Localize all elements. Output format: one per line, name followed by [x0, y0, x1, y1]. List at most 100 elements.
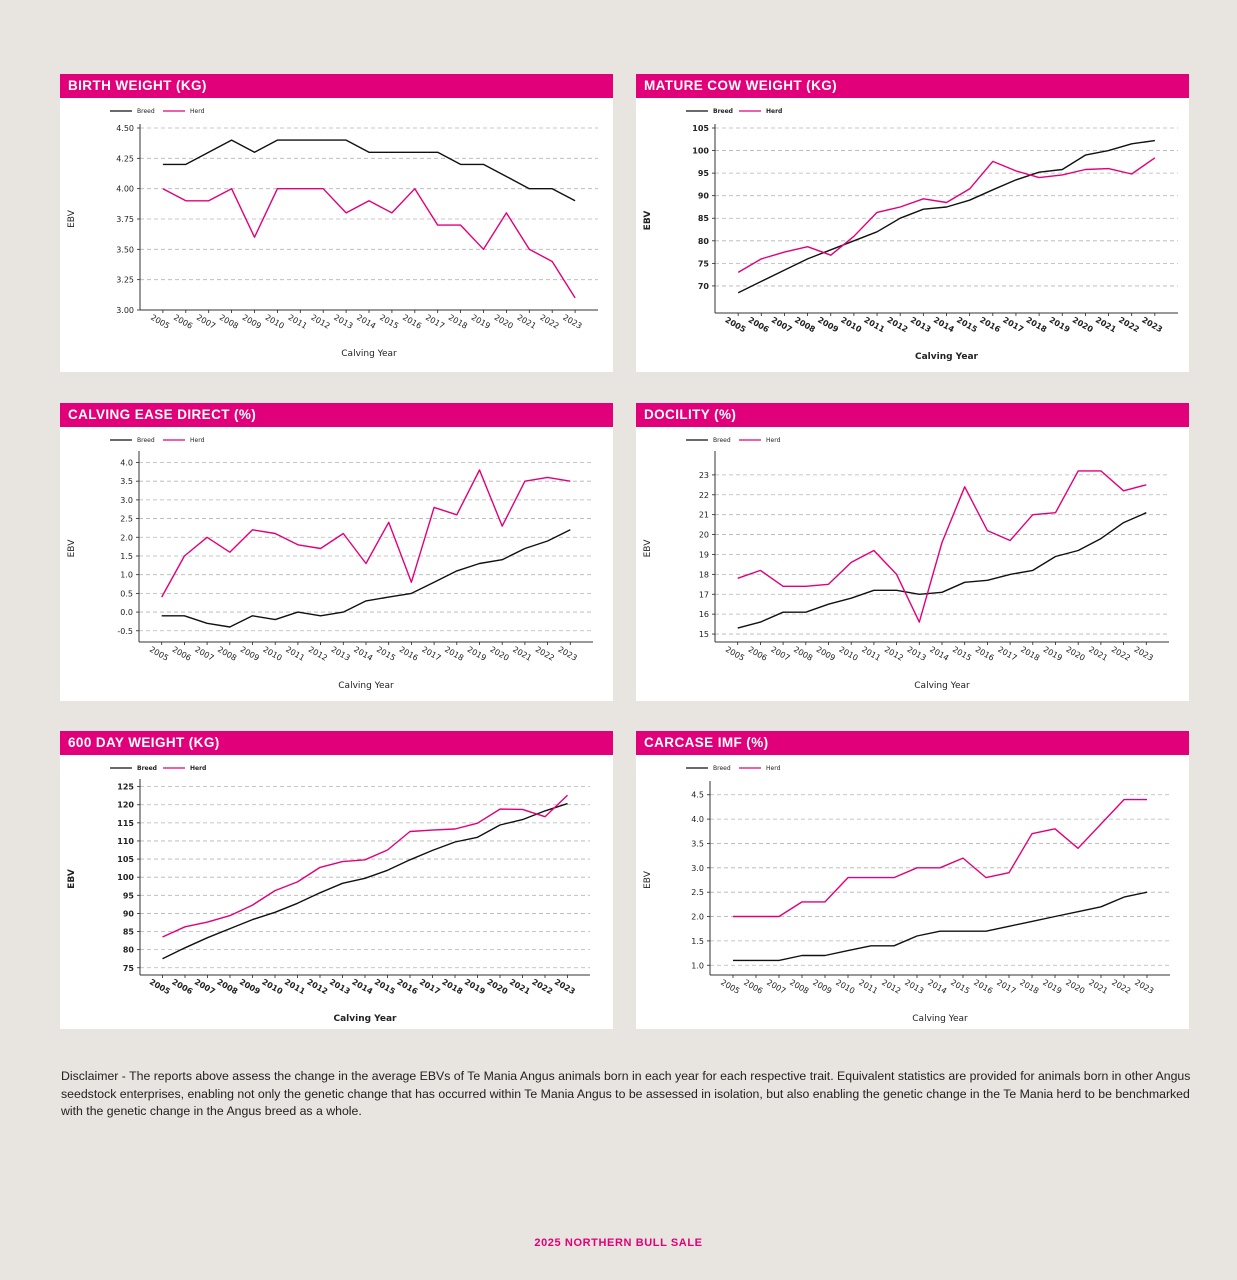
x-tick-label: 2010	[839, 315, 863, 334]
x-tick-label: 2022	[1110, 978, 1132, 996]
y-tick-label: 95	[123, 891, 135, 900]
x-axis-label: Calving Year	[912, 1014, 968, 1024]
x-tick-label: 2016	[398, 645, 420, 663]
y-tick-label: 90	[698, 192, 710, 201]
legend-herd-label: Herd	[190, 765, 206, 772]
chart-panel-calving-ease-direct: CALVING EASE DIRECT (%) Breed Herd 4.0 3.5 3…	[60, 403, 613, 701]
x-tick-label: 2016	[972, 978, 994, 996]
chart-svg-birth-weight: Breed Herd 4.50 4.25 4.00 3.75 3.50 3.25 3.00 200…	[67, 108, 598, 359]
chart-legend: Breed Herd	[686, 108, 782, 115]
x-tick-label: 2014	[352, 645, 374, 663]
x-tick-label: 2005	[148, 645, 170, 663]
x-tick-label: 2015	[955, 315, 979, 334]
x-tick-label: 2018	[443, 645, 465, 663]
x-tick-label: 2008	[215, 977, 239, 996]
chart-panel-docility: DOCILITY (%) Breed Herd 23 22 21 20 19 18 17 16 15…	[636, 403, 1189, 701]
x-tick-label: 2008	[788, 978, 810, 996]
y-tick-label: 4.00	[116, 185, 134, 194]
x-tick-label: 2012	[309, 313, 331, 331]
x-tick-label: 2007	[765, 978, 787, 996]
x-tick-label: 2021	[515, 313, 537, 331]
legend-breed-label: Breed	[713, 108, 733, 115]
y-tick-label: 90	[123, 909, 135, 918]
legend-breed-label: Breed	[713, 437, 731, 444]
y-axis-label: EBV	[643, 539, 653, 558]
y-tick-label: 3.5	[120, 477, 133, 486]
legend-herd-label: Herd	[766, 437, 781, 444]
y-axis-label: EBV	[67, 209, 77, 228]
x-tick-label: 2013	[328, 977, 352, 996]
x-axis-label: Calving Year	[341, 349, 397, 359]
x-tick-label: 2023	[561, 313, 583, 331]
x-tick-label: 2018	[440, 977, 464, 996]
y-tick-label: 95	[698, 169, 710, 178]
chart-title: CALVING EASE DIRECT (%)	[60, 403, 613, 427]
y-axis-label: EBV	[67, 869, 77, 889]
x-tick-label: 2015	[373, 977, 397, 996]
x-tick-label: 2016	[395, 977, 419, 996]
x-tick-label: 2007	[770, 315, 794, 334]
y-tick-label: 3.50	[116, 245, 134, 254]
chart-legend: Breed Herd	[686, 765, 781, 772]
y-tick-label: 105	[692, 124, 709, 133]
x-tick-label: 2013	[329, 645, 351, 663]
chart-svg-600-day-weight: Breed Herd 125 120 115 110 105 100 95 90 85 80 75 200…	[67, 765, 590, 1024]
x-tick-label: 2008	[218, 313, 240, 331]
y-tick-label: 2.0	[120, 533, 133, 542]
chart-legend: Breed Herd	[110, 108, 205, 115]
y-tick-label: 80	[123, 946, 135, 955]
x-tick-label: 2018	[1019, 645, 1041, 663]
legend-herd-label: Herd	[190, 108, 205, 115]
x-tick-label: 2007	[193, 977, 217, 996]
x-tick-label: 2013	[905, 645, 927, 663]
x-tick-label: 2022	[530, 977, 554, 996]
x-tick-label: 2022	[1117, 315, 1141, 334]
x-tick-label: 2022	[1110, 645, 1132, 663]
x-tick-label: 2011	[860, 645, 882, 663]
x-tick-label: 2010	[834, 978, 856, 996]
series-line-herd	[737, 157, 1156, 274]
series-line-breed	[162, 802, 568, 960]
y-axis-label: EBV	[643, 870, 653, 889]
x-tick-label: 2017	[1001, 315, 1025, 334]
x-tick-label: 2017	[996, 645, 1018, 663]
series-line-breed	[162, 139, 576, 202]
x-tick-label: 2023	[1132, 645, 1154, 663]
x-tick-label: 2014	[350, 977, 374, 996]
x-tick-label: 2011	[284, 645, 306, 663]
y-tick-label: 18	[699, 570, 709, 579]
y-tick-label: 3.0	[691, 864, 704, 873]
y-tick-label: 17	[699, 590, 709, 599]
x-tick-label: 2020	[1064, 645, 1086, 663]
x-axis-label: Calving Year	[333, 1014, 397, 1024]
chart-title: BIRTH WEIGHT (KG)	[60, 74, 613, 98]
y-tick-label: 3.25	[116, 276, 134, 285]
y-tick-label: 4.50	[116, 124, 134, 133]
x-tick-label: 2021	[511, 645, 533, 663]
y-axis-label: EBV	[67, 539, 77, 558]
y-tick-label: 21	[699, 511, 709, 520]
x-tick-label: 2021	[508, 977, 532, 996]
series-line-herd	[737, 470, 1147, 623]
y-tick-label: 0.5	[120, 589, 133, 598]
legend-herd-label: Herd	[190, 437, 205, 444]
x-tick-label: 2023	[553, 977, 577, 996]
x-tick-label: 2023	[1133, 978, 1155, 996]
x-tick-label: 2010	[261, 645, 283, 663]
series-line-breed	[737, 512, 1147, 629]
y-tick-label: 22	[699, 491, 709, 500]
x-tick-label: 2017	[424, 313, 446, 331]
y-tick-label: 4.0	[691, 815, 704, 824]
y-tick-label: 23	[699, 471, 709, 480]
y-tick-label: 80	[698, 237, 710, 246]
x-tick-label: 2019	[1042, 645, 1064, 663]
chart-svg-calving-ease-direct: Breed Herd 4.0 3.5 3.0 2.5 2.0 1.5 1.0 0.5 0.0 -0.5…	[67, 437, 593, 691]
x-tick-label: 2009	[815, 645, 837, 663]
chart-legend: Breed Herd	[110, 765, 206, 772]
series-line-herd	[162, 187, 576, 299]
chart-legend: Breed Herd	[110, 437, 205, 444]
x-tick-label: 2021	[1087, 645, 1109, 663]
x-tick-label: 2012	[305, 977, 329, 996]
